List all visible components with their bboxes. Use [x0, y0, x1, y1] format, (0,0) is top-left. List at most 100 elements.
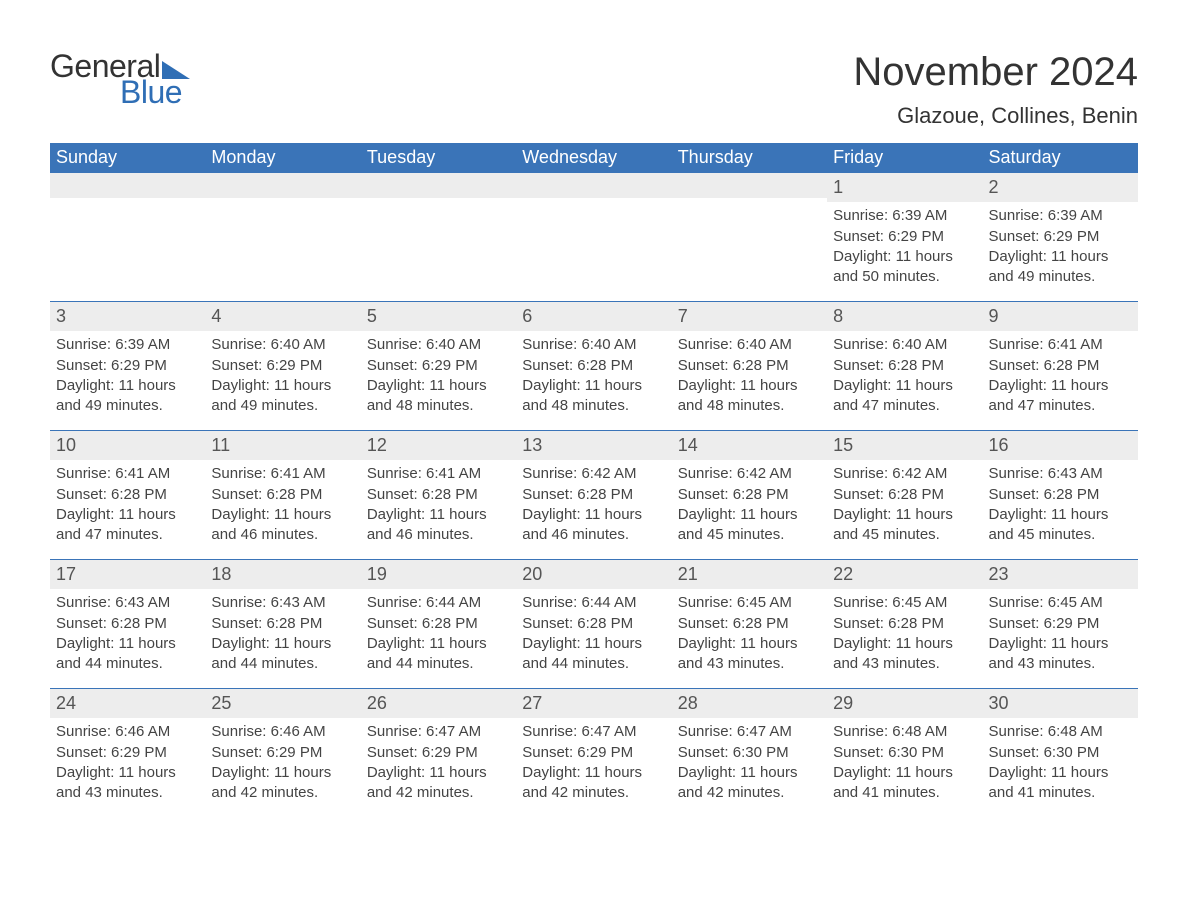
sunrise-line: Sunrise: 6:44 AM [522, 593, 665, 613]
calendar-cell: 11Sunrise: 6:41 AMSunset: 6:28 PMDayligh… [205, 431, 360, 559]
sunset-line: Sunset: 6:29 PM [989, 227, 1132, 247]
sunrise-line: Sunrise: 6:45 AM [989, 593, 1132, 613]
day-number: 20 [516, 560, 671, 589]
sunset-line: Sunset: 6:28 PM [989, 485, 1132, 505]
logo: General Blue [50, 50, 190, 108]
calendar-cell: 15Sunrise: 6:42 AMSunset: 6:28 PMDayligh… [827, 431, 982, 559]
day-number [361, 173, 516, 198]
daylight-line: Daylight: 11 hours and 46 minutes. [522, 505, 665, 546]
sunrise-line: Sunrise: 6:47 AM [522, 722, 665, 742]
daylight-line: Daylight: 11 hours and 45 minutes. [989, 505, 1132, 546]
day-number: 25 [205, 689, 360, 718]
sunrise-line: Sunrise: 6:41 AM [56, 464, 199, 484]
day-number: 30 [983, 689, 1138, 718]
sunrise-line: Sunrise: 6:42 AM [833, 464, 976, 484]
calendar-cell: 22Sunrise: 6:45 AMSunset: 6:28 PMDayligh… [827, 560, 982, 688]
daylight-line: Daylight: 11 hours and 48 minutes. [367, 376, 510, 417]
sunset-line: Sunset: 6:30 PM [833, 743, 976, 763]
sunset-line: Sunset: 6:28 PM [833, 356, 976, 376]
header: General Blue November 2024 Glazoue, Coll… [50, 50, 1138, 129]
daylight-line: Daylight: 11 hours and 45 minutes. [678, 505, 821, 546]
calendar-cell: 9Sunrise: 6:41 AMSunset: 6:28 PMDaylight… [983, 302, 1138, 430]
day-number: 8 [827, 302, 982, 331]
day-number: 19 [361, 560, 516, 589]
calendar-week: 10Sunrise: 6:41 AMSunset: 6:28 PMDayligh… [50, 430, 1138, 559]
calendar-cell: 14Sunrise: 6:42 AMSunset: 6:28 PMDayligh… [672, 431, 827, 559]
calendar-cell: 1Sunrise: 6:39 AMSunset: 6:29 PMDaylight… [827, 173, 982, 301]
sunrise-line: Sunrise: 6:40 AM [522, 335, 665, 355]
sunrise-line: Sunrise: 6:44 AM [367, 593, 510, 613]
calendar-cell-empty [361, 173, 516, 301]
day-number: 10 [50, 431, 205, 460]
sunrise-line: Sunrise: 6:45 AM [678, 593, 821, 613]
calendar-cell: 24Sunrise: 6:46 AMSunset: 6:29 PMDayligh… [50, 689, 205, 817]
calendar-cell-empty [205, 173, 360, 301]
day-header: Sunday [50, 143, 205, 173]
calendar-cell: 18Sunrise: 6:43 AMSunset: 6:28 PMDayligh… [205, 560, 360, 688]
daylight-line: Daylight: 11 hours and 49 minutes. [211, 376, 354, 417]
daylight-line: Daylight: 11 hours and 49 minutes. [56, 376, 199, 417]
day-number: 7 [672, 302, 827, 331]
sunrise-line: Sunrise: 6:47 AM [678, 722, 821, 742]
day-number: 21 [672, 560, 827, 589]
day-header: Friday [827, 143, 982, 173]
day-number [516, 173, 671, 198]
sunrise-line: Sunrise: 6:40 AM [211, 335, 354, 355]
title-block: November 2024 Glazoue, Collines, Benin [853, 50, 1138, 129]
sunrise-line: Sunrise: 6:40 AM [678, 335, 821, 355]
calendar-cell: 13Sunrise: 6:42 AMSunset: 6:28 PMDayligh… [516, 431, 671, 559]
sunrise-line: Sunrise: 6:46 AM [211, 722, 354, 742]
day-number: 2 [983, 173, 1138, 202]
daylight-line: Daylight: 11 hours and 43 minutes. [56, 763, 199, 804]
calendar-cell: 30Sunrise: 6:48 AMSunset: 6:30 PMDayligh… [983, 689, 1138, 817]
calendar-cell: 3Sunrise: 6:39 AMSunset: 6:29 PMDaylight… [50, 302, 205, 430]
month-title: November 2024 [853, 50, 1138, 95]
sunset-line: Sunset: 6:28 PM [56, 614, 199, 634]
sunset-line: Sunset: 6:28 PM [211, 485, 354, 505]
day-number: 5 [361, 302, 516, 331]
day-header-row: SundayMondayTuesdayWednesdayThursdayFrid… [50, 143, 1138, 173]
daylight-line: Daylight: 11 hours and 48 minutes. [678, 376, 821, 417]
day-number: 18 [205, 560, 360, 589]
calendar-week: 24Sunrise: 6:46 AMSunset: 6:29 PMDayligh… [50, 688, 1138, 817]
daylight-line: Daylight: 11 hours and 43 minutes. [833, 634, 976, 675]
daylight-line: Daylight: 11 hours and 46 minutes. [367, 505, 510, 546]
sunrise-line: Sunrise: 6:43 AM [211, 593, 354, 613]
day-header: Tuesday [361, 143, 516, 173]
calendar-cell: 10Sunrise: 6:41 AMSunset: 6:28 PMDayligh… [50, 431, 205, 559]
daylight-line: Daylight: 11 hours and 42 minutes. [367, 763, 510, 804]
calendar-cell: 6Sunrise: 6:40 AMSunset: 6:28 PMDaylight… [516, 302, 671, 430]
daylight-line: Daylight: 11 hours and 41 minutes. [989, 763, 1132, 804]
day-number: 14 [672, 431, 827, 460]
sunrise-line: Sunrise: 6:39 AM [56, 335, 199, 355]
sunset-line: Sunset: 6:28 PM [367, 485, 510, 505]
day-number: 3 [50, 302, 205, 331]
calendar: SundayMondayTuesdayWednesdayThursdayFrid… [50, 143, 1138, 817]
calendar-week: 3Sunrise: 6:39 AMSunset: 6:29 PMDaylight… [50, 301, 1138, 430]
sunrise-line: Sunrise: 6:45 AM [833, 593, 976, 613]
sunrise-line: Sunrise: 6:40 AM [833, 335, 976, 355]
day-number: 24 [50, 689, 205, 718]
daylight-line: Daylight: 11 hours and 43 minutes. [678, 634, 821, 675]
sunset-line: Sunset: 6:29 PM [211, 743, 354, 763]
day-header: Wednesday [516, 143, 671, 173]
sunset-line: Sunset: 6:29 PM [522, 743, 665, 763]
day-number: 12 [361, 431, 516, 460]
day-number [672, 173, 827, 198]
calendar-cell: 5 Sunrise: 6:40 AMSunset: 6:29 PMDaylight… [361, 302, 516, 430]
calendar-cell-empty [516, 173, 671, 301]
daylight-line: Daylight: 11 hours and 49 minutes. [989, 247, 1132, 288]
calendar-cell: 29Sunrise: 6:48 AMSunset: 6:30 PMDayligh… [827, 689, 982, 817]
sunset-line: Sunset: 6:28 PM [522, 485, 665, 505]
daylight-line: Daylight: 11 hours and 48 minutes. [522, 376, 665, 417]
sunrise-line: Sunrise: 6:42 AM [678, 464, 821, 484]
sunset-line: Sunset: 6:29 PM [367, 356, 510, 376]
calendar-cell: 21Sunrise: 6:45 AMSunset: 6:28 PMDayligh… [672, 560, 827, 688]
day-number [50, 173, 205, 198]
calendar-week: 1Sunrise: 6:39 AMSunset: 6:29 PMDaylight… [50, 173, 1138, 301]
daylight-line: Daylight: 11 hours and 42 minutes. [522, 763, 665, 804]
calendar-body: 1Sunrise: 6:39 AMSunset: 6:29 PMDaylight… [50, 173, 1138, 817]
day-number: 23 [983, 560, 1138, 589]
sunrise-line: Sunrise: 6:40 AM [367, 335, 510, 355]
day-number: 29 [827, 689, 982, 718]
